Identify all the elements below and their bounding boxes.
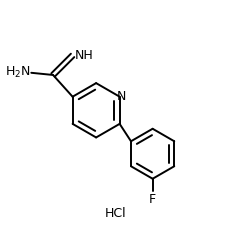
Text: HCl: HCl	[105, 206, 126, 219]
Text: N: N	[117, 90, 126, 103]
Text: F: F	[149, 192, 156, 205]
Text: H$_2$N: H$_2$N	[5, 65, 30, 80]
Text: NH: NH	[75, 49, 94, 61]
